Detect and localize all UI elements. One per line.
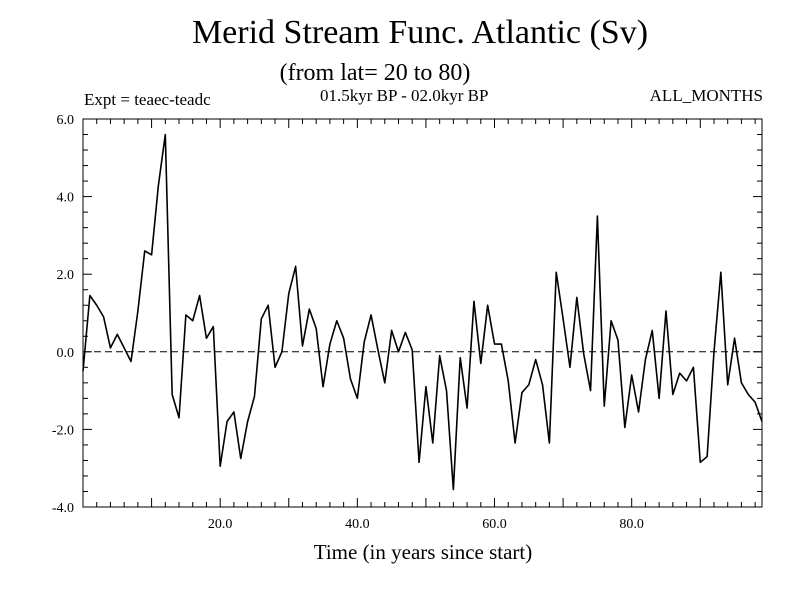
y-tick-label: 6.0 bbox=[57, 113, 75, 128]
x-tick-label: 20.0 bbox=[208, 517, 233, 532]
experiment-label: Expt = teaec-teadc bbox=[84, 90, 211, 109]
y-tick-label: 4.0 bbox=[57, 191, 75, 206]
chart-title: Merid Stream Func. Atlantic (Sv) bbox=[191, 14, 649, 51]
plot-frame bbox=[82, 118, 763, 508]
y-tick-label: 0.0 bbox=[57, 346, 75, 361]
tick-labels: 20.0 40.0 60.0 80.0 -4.0 -2.0 0.0 2.0 4.0 6.0 bbox=[52, 113, 644, 532]
period-label: 01.5kyr BP - 02.0kyr BP bbox=[320, 86, 489, 105]
y-tick-label: 2.0 bbox=[57, 268, 75, 283]
y-tick-label: -4.0 bbox=[52, 501, 74, 516]
x-axis-label: Time (in years since start) bbox=[313, 540, 533, 564]
chart-subtitle: (from lat= 20 to 80) bbox=[279, 60, 471, 86]
x-tick-label: 80.0 bbox=[619, 517, 644, 532]
x-tick-label: 60.0 bbox=[482, 517, 507, 532]
axis-ticks bbox=[83, 119, 762, 507]
months-label: ALL_MONTHS bbox=[649, 86, 763, 105]
data-series-line bbox=[82, 133, 763, 491]
x-tick-label: 40.0 bbox=[345, 517, 370, 532]
y-tick-label: -2.0 bbox=[52, 423, 74, 438]
